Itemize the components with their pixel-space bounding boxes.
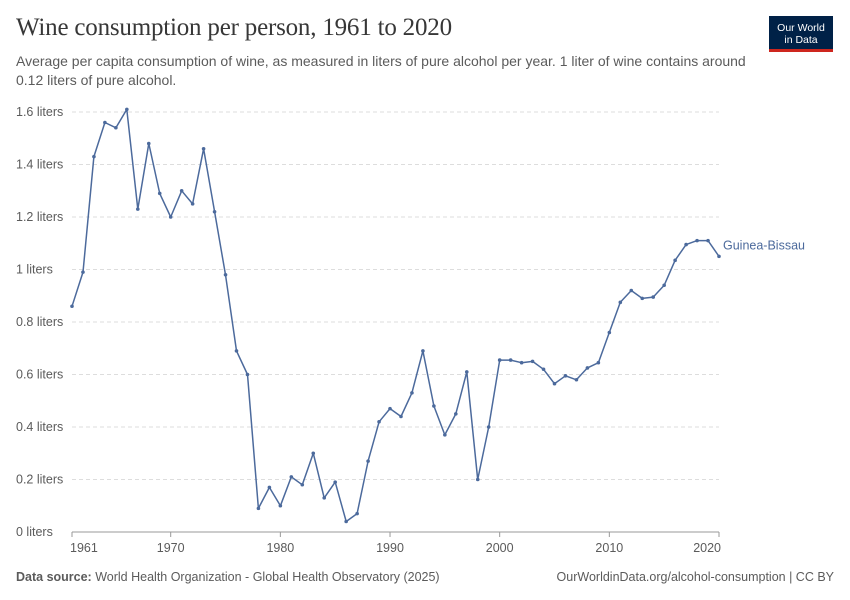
data-point[interactable]: [245, 372, 250, 377]
x-tick-label: 2020: [693, 541, 721, 555]
data-point[interactable]: [223, 272, 228, 277]
data-point[interactable]: [333, 480, 337, 484]
data-point[interactable]: [607, 330, 612, 335]
data-point[interactable]: [377, 419, 381, 424]
data-point[interactable]: [168, 215, 173, 219]
data-point[interactable]: [355, 511, 359, 516]
data-point[interactable]: [706, 238, 710, 243]
data-point[interactable]: [256, 506, 261, 511]
data-point[interactable]: [212, 209, 217, 214]
data-point[interactable]: [103, 120, 107, 125]
series-labels: Guinea-Bissau: [723, 238, 805, 252]
y-tick-label: 0.8 liters: [16, 315, 63, 329]
data-point[interactable]: [179, 188, 184, 193]
x-tick-label: 1961: [70, 541, 98, 555]
data-point[interactable]: [388, 406, 392, 411]
chart-subtitle: Average per capita consumption of wine, …: [16, 53, 746, 88]
data-point[interactable]: [322, 496, 327, 500]
y-tick-label: 1.6 liters: [16, 105, 63, 119]
data-source-label: Data source:: [16, 570, 92, 584]
data-point[interactable]: [70, 304, 74, 309]
series-lines: [70, 107, 721, 524]
logo-line-1: Our World: [777, 21, 825, 34]
data-source: Data source: World Health Organization -…: [16, 570, 440, 584]
data-point[interactable]: [201, 146, 206, 151]
y-tick-label: 1.2 liters: [16, 210, 63, 224]
data-point[interactable]: [146, 141, 151, 146]
x-tick-label: 1990: [376, 541, 404, 555]
y-tick-label: 0.6 liters: [16, 368, 63, 382]
data-source-text[interactable]: World Health Organization - Global Healt…: [95, 570, 440, 584]
series-line[interactable]: [71, 108, 720, 523]
data-point[interactable]: [278, 503, 283, 508]
y-tick-label: 0.4 liters: [16, 420, 63, 434]
data-point[interactable]: [92, 154, 96, 159]
data-point[interactable]: [399, 414, 403, 419]
x-tick-label: 1970: [157, 541, 185, 555]
data-point[interactable]: [421, 349, 425, 353]
data-point[interactable]: [497, 358, 502, 362]
data-point[interactable]: [190, 202, 195, 206]
line-chart: 0 liters 0.2 liters 0.4 liters 0.6 liters 0.…: [16, 105, 805, 555]
data-point[interactable]: [81, 270, 85, 274]
data-point[interactable]: [530, 359, 535, 364]
data-point[interactable]: [114, 125, 118, 130]
y-tick-label: 1 liters: [16, 263, 53, 277]
data-point[interactable]: [289, 475, 294, 479]
data-point[interactable]: [454, 412, 458, 416]
data-point[interactable]: [574, 377, 579, 382]
chart-title: Wine consumption per person, 1961 to 202…: [16, 14, 452, 41]
data-point[interactable]: [717, 254, 721, 259]
data-point[interactable]: [596, 360, 601, 365]
series-label[interactable]: Guinea-Bissau: [723, 238, 805, 252]
data-point[interactable]: [662, 283, 666, 288]
data-point[interactable]: [366, 459, 370, 463]
data-point[interactable]: [508, 358, 513, 362]
data-point[interactable]: [585, 366, 590, 370]
data-point[interactable]: [618, 300, 623, 305]
data-point[interactable]: [673, 258, 677, 263]
data-point[interactable]: [519, 360, 524, 365]
y-tick-label: 1.4 liters: [16, 158, 63, 172]
data-point[interactable]: [311, 451, 316, 456]
data-point[interactable]: [563, 374, 568, 378]
x-tick-label: 2000: [486, 541, 514, 555]
owid-logo[interactable]: Our World in Data: [769, 16, 833, 52]
data-point[interactable]: [629, 288, 634, 293]
x-tick-label: 2010: [595, 541, 623, 555]
data-point[interactable]: [640, 296, 645, 301]
data-point[interactable]: [443, 433, 447, 437]
data-point[interactable]: [157, 191, 162, 196]
data-point[interactable]: [344, 519, 348, 524]
data-point[interactable]: [552, 381, 557, 386]
data-point[interactable]: [464, 370, 469, 374]
gridlines: [72, 111, 719, 480]
data-point[interactable]: [125, 107, 129, 112]
data-point[interactable]: [684, 242, 688, 247]
data-point[interactable]: [432, 404, 436, 408]
data-point[interactable]: [541, 367, 546, 372]
source-url[interactable]: OurWorldinData.org/alcohol-consumption |…: [556, 570, 834, 584]
data-point[interactable]: [234, 349, 239, 353]
data-point[interactable]: [651, 295, 656, 299]
data-point[interactable]: [300, 482, 305, 487]
logo-line-2: in Data: [784, 33, 818, 46]
x-tick-label: 1980: [266, 541, 294, 555]
y-tick-label: 0.2 liters: [16, 473, 63, 487]
data-point[interactable]: [486, 425, 491, 429]
data-point[interactable]: [135, 207, 140, 211]
data-point[interactable]: [410, 391, 414, 395]
data-point[interactable]: [475, 477, 480, 482]
axes: 0 liters 0.2 liters 0.4 liters 0.6 liters 0.…: [16, 105, 721, 555]
data-point[interactable]: [695, 238, 699, 243]
y-tick-label: 0 liters: [16, 525, 53, 539]
data-point[interactable]: [267, 485, 272, 490]
